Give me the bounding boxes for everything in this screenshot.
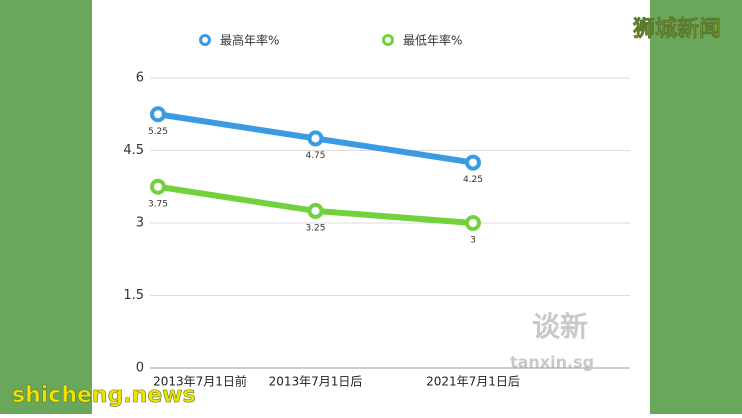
chart-panel xyxy=(92,0,650,414)
legend-marker xyxy=(382,34,394,46)
data-label: 5.25 xyxy=(148,127,168,137)
point xyxy=(307,202,324,219)
legend-marker xyxy=(199,34,211,46)
data-label: 3 xyxy=(470,236,476,246)
watermark: tanxin.sg xyxy=(510,353,594,372)
y-tick-label: 1.5 xyxy=(123,288,144,303)
point xyxy=(150,106,166,123)
x-tick-label: 2021年7月1日后 xyxy=(426,375,520,389)
legend-label: 最低年率% xyxy=(403,33,462,48)
point xyxy=(307,130,324,147)
y-tick-label: 3 xyxy=(136,216,144,231)
legend-label: 最高年率% xyxy=(220,33,279,48)
data-label: 4.75 xyxy=(305,151,325,161)
point xyxy=(465,154,481,171)
data-label: 3.25 xyxy=(305,223,325,233)
data-label: 3.75 xyxy=(148,199,168,209)
point xyxy=(150,178,166,195)
logo: shicheng.news xyxy=(12,383,196,408)
point xyxy=(465,215,481,231)
y-tick-label: 4.5 xyxy=(123,143,144,158)
y-tick-label: 6 xyxy=(136,71,144,86)
plot: 0 1.5 3 4.5 6 2013年7月1日前 2013年7月1日后 2021年7月1日后 最… xyxy=(123,33,630,389)
watermark: 谈新 xyxy=(532,310,588,343)
logo: 狮城新闻 xyxy=(633,16,721,42)
y-tick-label: 0 xyxy=(136,361,144,376)
x-tick-label: 2013年7月1日前 xyxy=(153,374,247,389)
data-label: 4.25 xyxy=(463,175,483,185)
x-tick-label: 2013年7月1日后 xyxy=(269,375,363,389)
